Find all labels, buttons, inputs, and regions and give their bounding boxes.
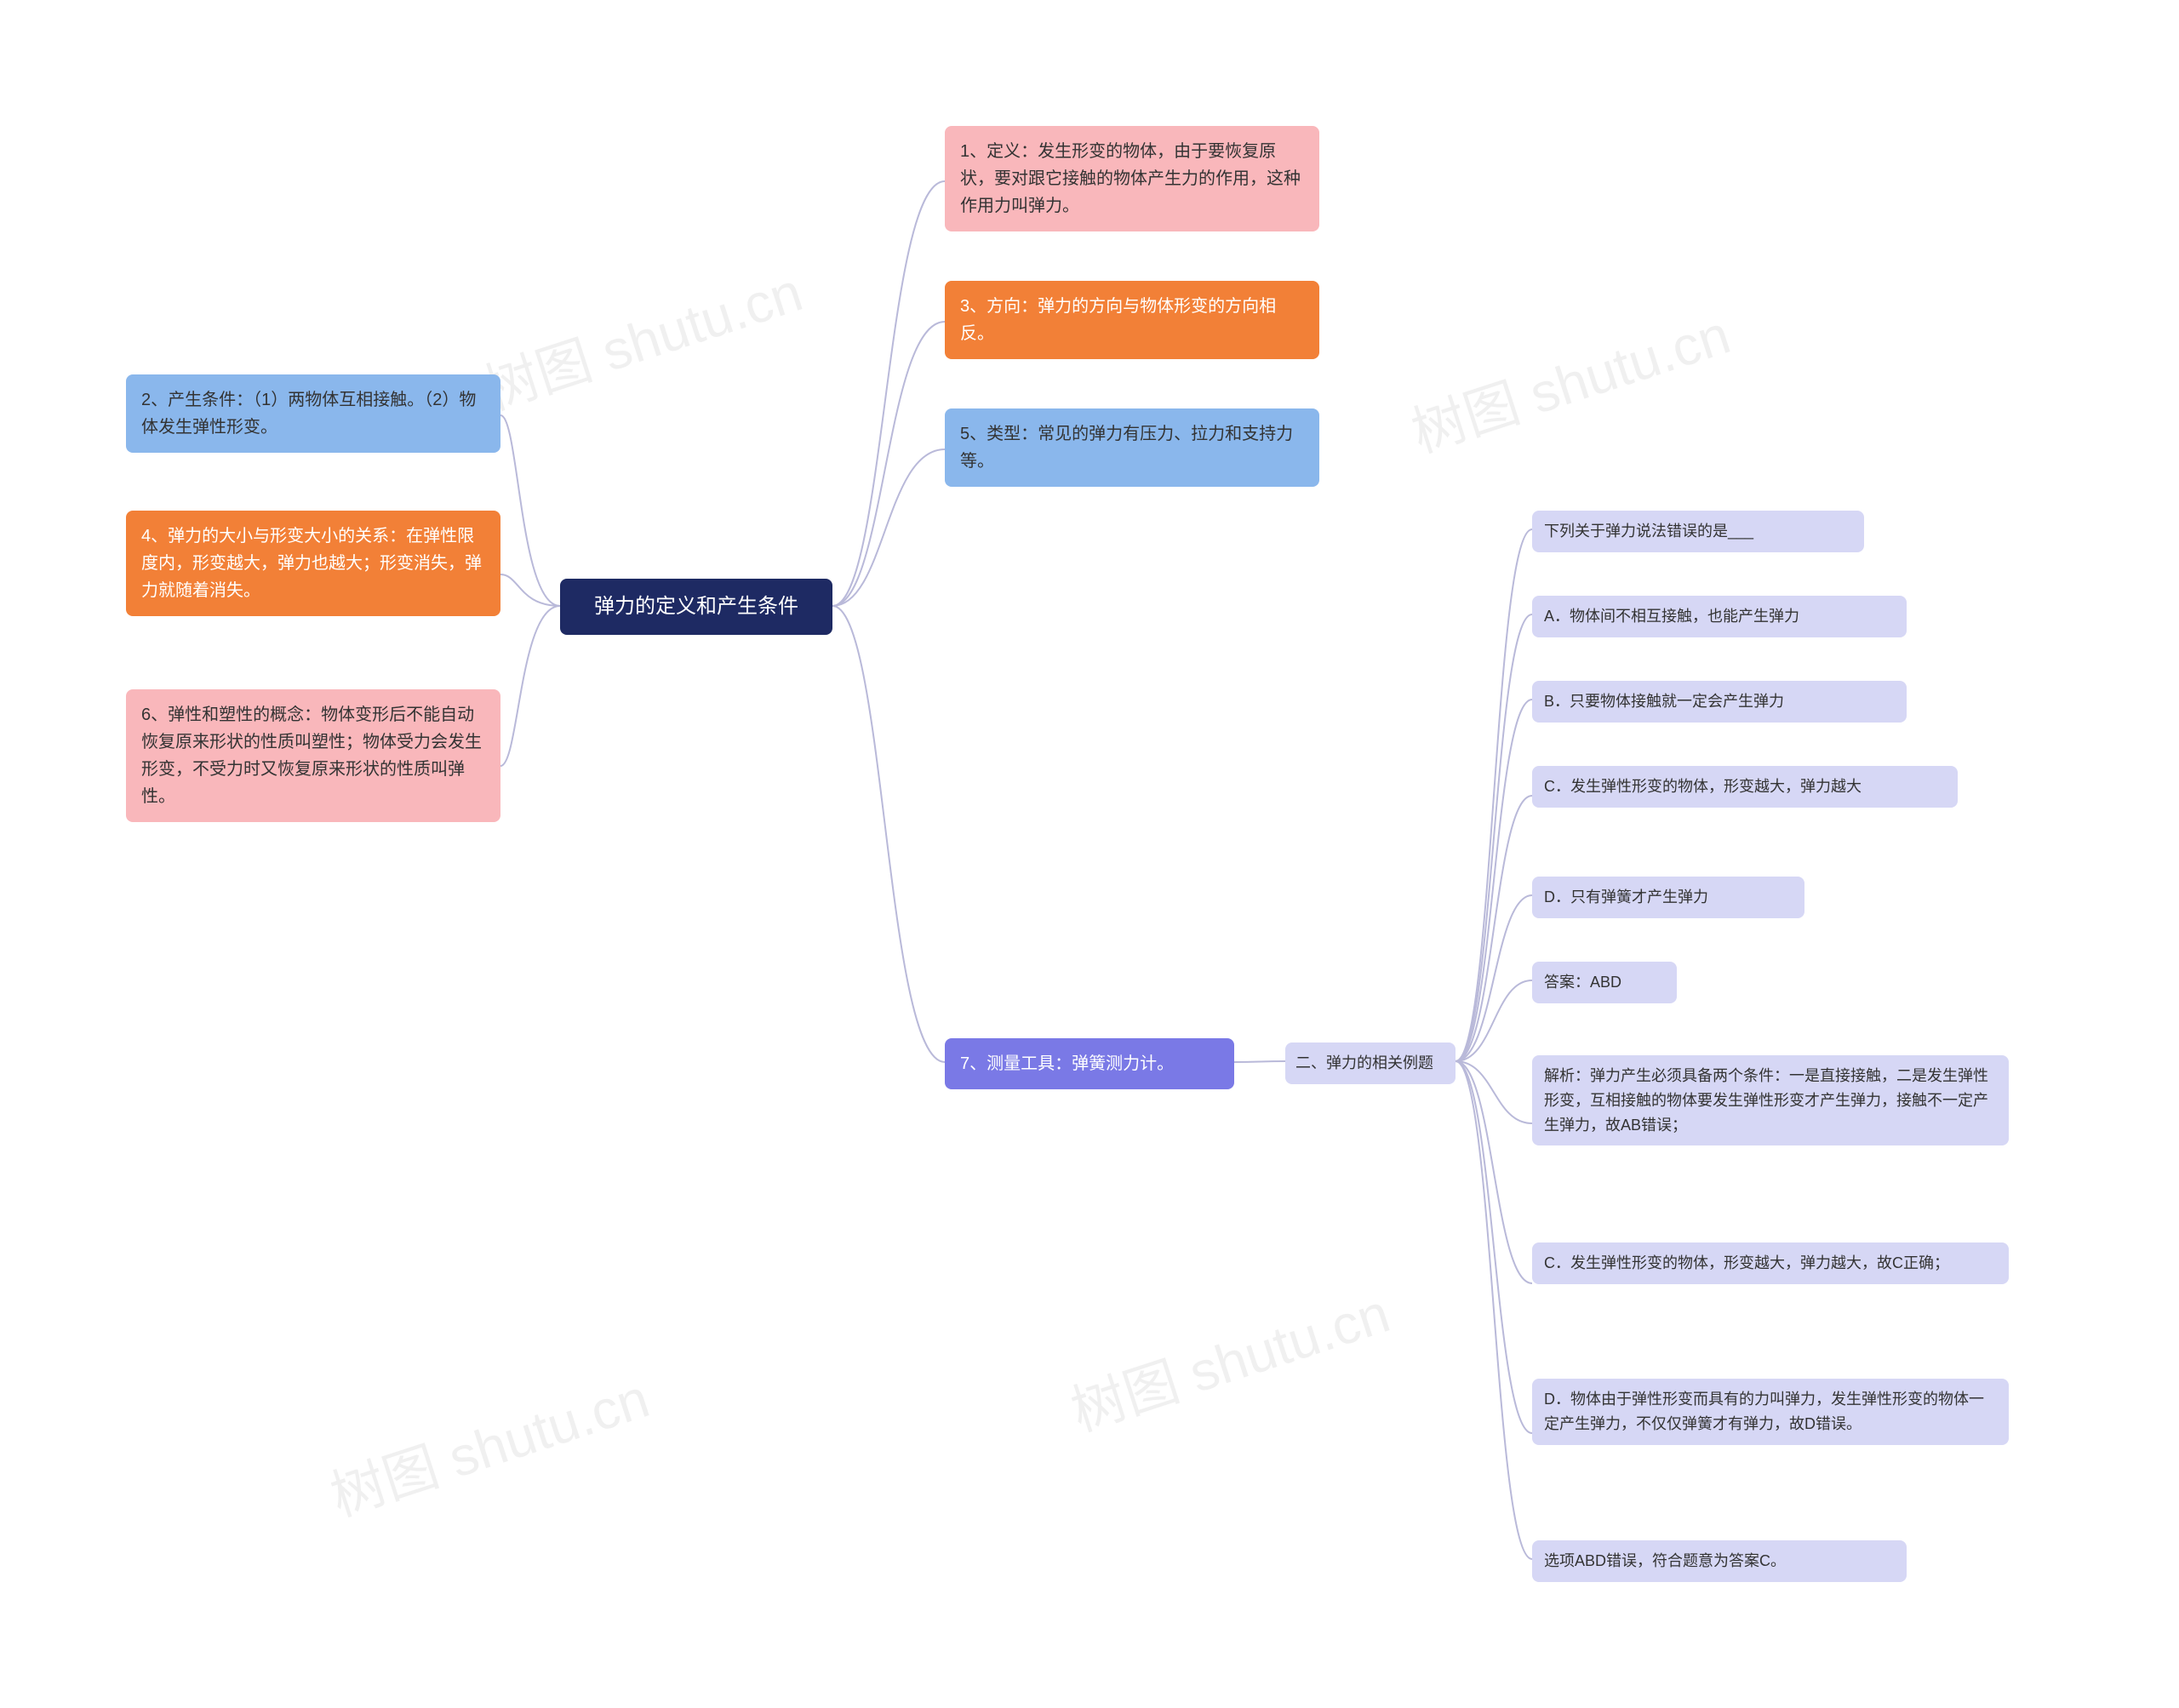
leaf-qg[interactable]: C．发生弹性形变的物体，形变越大，弹力越大，故C正确； bbox=[1532, 1242, 2009, 1284]
root-node[interactable]: 弹力的定义和产生条件 bbox=[560, 579, 832, 635]
node-label: 3、方向：弹力的方向与物体形变的方向相反。 bbox=[960, 297, 1276, 343]
node-l2[interactable]: 2、产生条件：（1）两物体互相接触。（2）物体发生弹性形变。 bbox=[126, 374, 500, 453]
leaf-qc[interactable]: C．发生弹性形变的物体，形变越大，弹力越大 bbox=[1532, 766, 1958, 808]
node-label: 6、弹性和塑性的概念：物体变形后不能自动恢复原来形状的性质叫塑性；物体受力会发生… bbox=[141, 705, 482, 806]
leaf-qf[interactable]: 解析：弹力产生必须具备两个条件：一是直接接触，二是发生弹性形变，互相接触的物体要… bbox=[1532, 1055, 2009, 1145]
leaf-qa[interactable]: A．物体间不相互接触，也能产生弹力 bbox=[1532, 596, 1907, 637]
leaf-qi[interactable]: 选项ABD错误，符合题意为答案C。 bbox=[1532, 1540, 1907, 1582]
node-label: 1、定义：发生形变的物体，由于要恢复原状，要对跟它接触的物体产生力的作用，这种作… bbox=[960, 142, 1301, 215]
watermark: 树图 shutu.cn bbox=[472, 248, 810, 425]
node-r7[interactable]: 7、测量工具：弹簧测力计。 bbox=[945, 1038, 1234, 1089]
leaf-label: 答案：ABD bbox=[1544, 974, 1621, 991]
watermark: 树图 shutu.cn bbox=[319, 1355, 657, 1531]
leaf-qe[interactable]: 答案：ABD bbox=[1532, 962, 1677, 1003]
leaf-label: B．只要物体接触就一定会产生弹力 bbox=[1544, 693, 1784, 710]
node-r1[interactable]: 1、定义：发生形变的物体，由于要恢复原状，要对跟它接触的物体产生力的作用，这种作… bbox=[945, 126, 1319, 231]
node-label: 5、类型：常见的弹力有压力、拉力和支持力等。 bbox=[960, 425, 1293, 471]
node-l4[interactable]: 4、弹力的大小与形变大小的关系：在弹性限度内，形变越大，弹力也越大；形变消失，弹… bbox=[126, 511, 500, 616]
node-label: 2、产生条件：（1）两物体互相接触。（2）物体发生弹性形变。 bbox=[141, 391, 476, 437]
leaf-label: D．只有弹簧才产生弹力 bbox=[1544, 888, 1708, 905]
leaf-qd[interactable]: D．只有弹簧才产生弹力 bbox=[1532, 877, 1804, 918]
root-label: 弹力的定义和产生条件 bbox=[594, 595, 798, 618]
node-l6[interactable]: 6、弹性和塑性的概念：物体变形后不能自动恢复原来形状的性质叫塑性；物体受力会发生… bbox=[126, 689, 500, 822]
node-r5[interactable]: 5、类型：常见的弹力有压力、拉力和支持力等。 bbox=[945, 408, 1319, 487]
leaf-label: 解析：弹力产生必须具备两个条件：一是直接接触，二是发生弹性形变，互相接触的物体要… bbox=[1544, 1067, 1988, 1134]
leaf-qh[interactable]: D．物体由于弹性形变而具有的力叫弹力，发生弹性形变的物体一定产生弹力，不仅仅弹簧… bbox=[1532, 1379, 2009, 1445]
node-label: 二、弹力的相关例题 bbox=[1295, 1054, 1433, 1071]
node-sub1[interactable]: 二、弹力的相关例题 bbox=[1285, 1043, 1456, 1084]
leaf-label: D．物体由于弹性形变而具有的力叫弹力，发生弹性形变的物体一定产生弹力，不仅仅弹簧… bbox=[1544, 1391, 1984, 1432]
leaf-label: C．发生弹性形变的物体，形变越大，弹力越大，故C正确； bbox=[1544, 1254, 1949, 1271]
watermark: 树图 shutu.cn bbox=[1060, 1270, 1398, 1446]
node-r3[interactable]: 3、方向：弹力的方向与物体形变的方向相反。 bbox=[945, 281, 1319, 359]
leaf-qb[interactable]: B．只要物体接触就一定会产生弹力 bbox=[1532, 681, 1907, 723]
node-label: 4、弹力的大小与形变大小的关系：在弹性限度内，形变越大，弹力也越大；形变消失，弹… bbox=[141, 527, 482, 600]
leaf-label: 下列关于弹力说法错误的是___ bbox=[1544, 523, 1753, 540]
leaf-label: A．物体间不相互接触，也能产生弹力 bbox=[1544, 608, 1799, 625]
leaf-q0[interactable]: 下列关于弹力说法错误的是___ bbox=[1532, 511, 1864, 552]
node-label: 7、测量工具：弹簧测力计。 bbox=[960, 1054, 1174, 1073]
edges-layer bbox=[0, 0, 2179, 1708]
watermark: 树图 shutu.cn bbox=[1400, 291, 1738, 467]
leaf-label: C．发生弹性形变的物体，形变越大，弹力越大 bbox=[1544, 778, 1862, 795]
leaf-label: 选项ABD错误，符合题意为答案C。 bbox=[1544, 1552, 1786, 1569]
